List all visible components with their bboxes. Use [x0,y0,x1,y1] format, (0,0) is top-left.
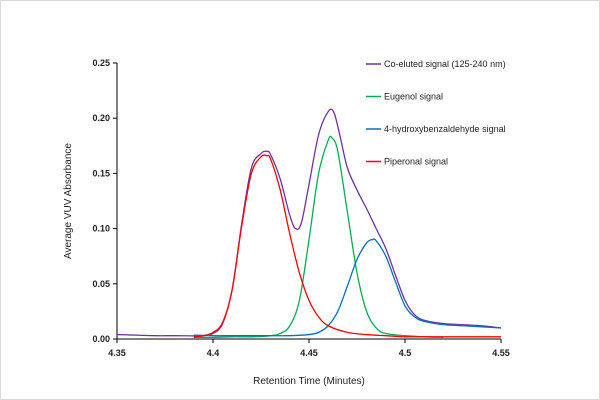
series-layer [116,108,502,339]
x-tick-label: 4.4 [207,348,220,358]
legend-hydroxybenzaldehyde-label: 4-hydroxybenzaldehyde signal [384,124,506,134]
y-tick-label: 0.05 [92,279,110,289]
x-axis-title: Retention Time (Minutes) [253,376,365,387]
co-eluted-signal-line [116,108,502,337]
axes: 0.00 0.05 0.10 0.15 0.20 0.25 4.35 4.4 4.45 4.5 4.… [92,58,509,358]
y-tick-label: 0.10 [92,224,110,234]
legend-co-eluted-label: Co-eluted signal (125-240 nm) [384,59,506,69]
legend-piperonal-label: Piperonal signal [384,157,448,167]
y-axis-title: Average VUV Absorbance [63,143,74,259]
y-tick-label: 0.15 [92,168,110,178]
x-tick-label: 4.55 [492,348,510,358]
legend: Co-eluted signal (125-240 nm) Eugenol sig… [366,59,506,167]
x-tick-label: 4.35 [108,348,126,358]
y-tick-label: 0.00 [92,334,110,344]
x-tick-label: 4.45 [300,348,318,358]
piperonal-signal-line [193,154,501,338]
hydroxybenzaldehyde-signal-line [193,238,502,337]
legend-eugenol-label: Eugenol signal [384,92,443,102]
y-tick-label: 0.20 [92,113,110,123]
x-tick-label: 4.5 [399,348,412,358]
eugenol-signal-line [193,135,444,339]
y-tick-label: 0.25 [92,58,110,68]
